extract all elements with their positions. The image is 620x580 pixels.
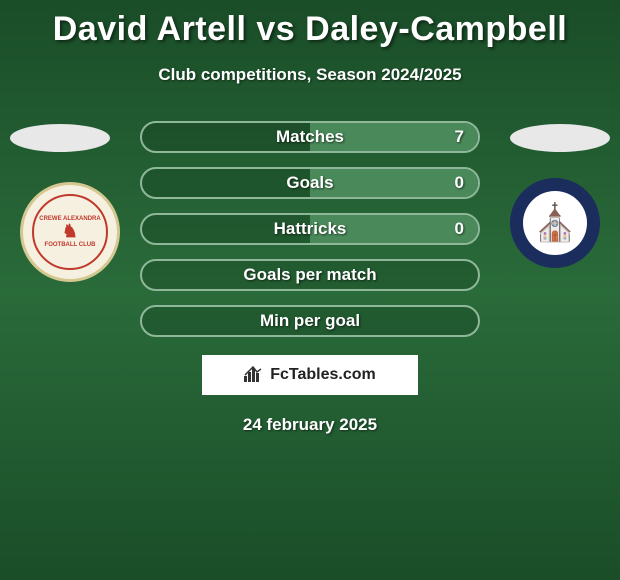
stat-label: Min per goal [260,311,360,331]
stat-value-right: 7 [455,127,464,147]
player-photo-right [510,124,610,152]
branding-text: FcTables.com [270,366,376,384]
stat-row-hattricks: Hattricks 0 [140,213,480,245]
stat-label: Hattricks [274,219,347,239]
stat-row-mpg: Min per goal [140,305,480,337]
club-badge-right: ⛪ [510,178,600,268]
stat-value-right: 0 [455,219,464,239]
stat-value-right: 0 [455,173,464,193]
subtitle: Club competitions, Season 2024/2025 [0,65,620,85]
stat-label: Goals per match [243,265,376,285]
player-photo-left [10,124,110,152]
spire-icon: ⛪ [533,202,578,244]
club-badge-left-inner: CREWE ALEXANDRA ♞ FOOTBALL CLUB [32,194,108,270]
club-badge-left: CREWE ALEXANDRA ♞ FOOTBALL CLUB [20,182,120,282]
stat-label: Goals [286,173,333,193]
page-title: David Artell vs Daley-Campbell [0,0,620,49]
stat-row-matches: Matches 7 [140,121,480,153]
lion-icon: ♞ [62,222,78,242]
stat-row-gpm: Goals per match [140,259,480,291]
stat-row-goals: Goals 0 [140,167,480,199]
badge-text-bottom: FOOTBALL CLUB [45,242,96,249]
branding-badge[interactable]: FcTables.com [202,355,418,395]
club-badge-right-inner: ⛪ [523,191,587,255]
bar-chart-icon [244,364,264,387]
stat-label: Matches [276,127,344,147]
stat-fill [310,169,478,197]
date-label: 24 february 2025 [0,415,620,435]
